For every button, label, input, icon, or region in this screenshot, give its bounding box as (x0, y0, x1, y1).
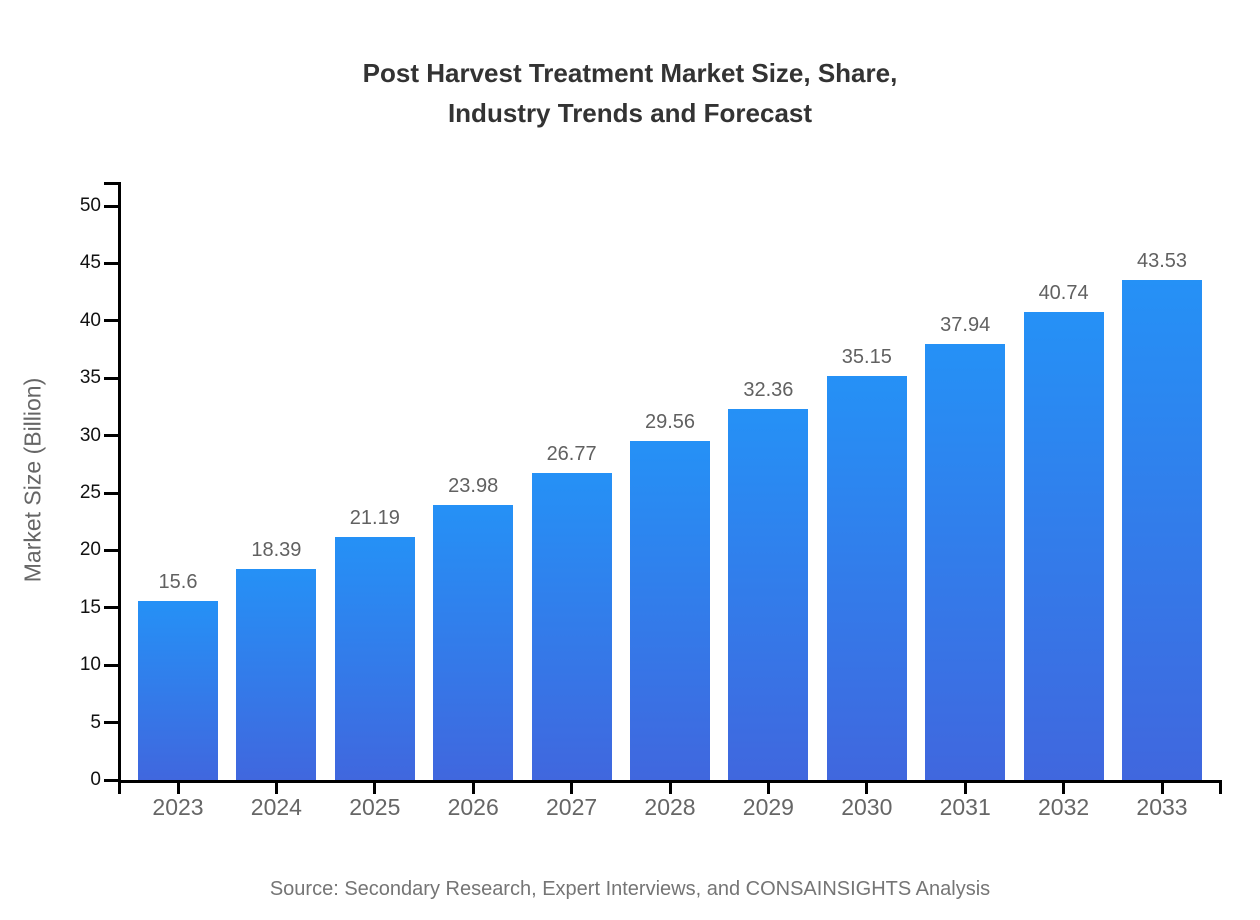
bar-2023 (138, 600, 218, 780)
y-axis-tick-label: 0 (90, 769, 101, 790)
x-axis-tick-label: 2026 (447, 794, 499, 820)
y-axis-tick (104, 204, 118, 208)
y-axis-top-cap (104, 182, 118, 185)
x-axis-tick-label: 2031 (939, 794, 991, 820)
bar-value-label: 21.19 (349, 506, 400, 529)
bar-value-label: 18.39 (251, 538, 302, 561)
bar-value-label: 40.74 (1038, 282, 1089, 305)
x-axis-tick-label: 2032 (1038, 794, 1090, 820)
x-axis-tick (471, 783, 475, 794)
plot-area: 0 5 10 15 20 25 30 35 40 45 50 15.6 2023 18.39 2024 21.… (80, 182, 1222, 820)
bar-2024 (236, 568, 317, 780)
y-axis-tick (104, 778, 118, 782)
source-note: Source: Secondary Research, Expert Inter… (269, 878, 991, 900)
bar-2027 (531, 472, 612, 780)
y-axis-tick (104, 548, 118, 552)
x-axis-tick-label: 2030 (841, 794, 893, 820)
x-axis-tick-label: 2028 (644, 794, 696, 820)
x-axis-tick (1062, 783, 1066, 794)
x-axis-tick (668, 783, 672, 794)
y-axis-tick (104, 663, 118, 667)
bar-value-label: 35.15 (841, 346, 892, 369)
x-axis-tick (570, 783, 574, 794)
x-axis-left-cap (118, 783, 121, 794)
bar-2026 (433, 504, 514, 780)
y-axis-tick (104, 606, 118, 610)
y-axis-tick-label: 35 (79, 367, 101, 389)
y-axis-tick-label: 20 (79, 539, 101, 561)
y-axis-tick (104, 434, 118, 438)
y-axis-tick-label: 45 (79, 252, 101, 274)
x-axis-tick (865, 783, 869, 794)
x-axis-tick-label: 2033 (1136, 794, 1188, 820)
bar-2028 (630, 440, 710, 780)
chart-title-line-1: Post Harvest Treatment Market Size, Shar… (362, 58, 898, 88)
y-axis-tick-label: 10 (79, 654, 101, 676)
y-axis-tick (104, 376, 118, 380)
bar-2029 (728, 408, 809, 780)
y-axis-tick-label: 40 (79, 309, 101, 331)
y-axis-tick-label: 50 (79, 195, 101, 216)
y-axis-tick (104, 261, 118, 265)
bar-2033 (1122, 280, 1202, 780)
y-axis-tick-label: 15 (79, 596, 101, 618)
x-axis-tick-label: 2029 (742, 794, 794, 820)
x-axis-tick-label: 2023 (152, 794, 204, 820)
bar-2030 (826, 376, 907, 780)
x-axis-tick (963, 783, 967, 794)
bar-2025 (334, 536, 415, 780)
bar-value-label: 15.6 (158, 570, 198, 593)
x-axis-tick (373, 783, 377, 794)
x-axis-tick (274, 783, 278, 794)
bar-value-label: 37.94 (940, 314, 991, 337)
chart-title: Post Harvest Treatment Market Size, Shar… (0, 53, 1260, 133)
chart-title-line-2: Industry Trends and Forecast (447, 98, 813, 128)
x-axis-tick-label: 2027 (546, 794, 598, 820)
x-axis-tick-label: 2025 (349, 794, 401, 820)
y-axis-tick-label: 5 (90, 711, 101, 733)
x-axis-tick (176, 783, 180, 794)
bar-value-label: 43.53 (1136, 250, 1188, 273)
y-axis-tick-label: 25 (79, 482, 101, 503)
x-axis-right-cap (1219, 783, 1222, 794)
y-axis-tick (104, 721, 118, 725)
y-axis-tick (104, 319, 118, 323)
y-axis-tick (104, 491, 118, 495)
x-axis-tick-label: 2024 (250, 794, 302, 820)
bar-value-label: 23.98 (448, 474, 499, 497)
bar-value-label: 32.36 (743, 378, 794, 401)
y-axis-tick-label: 30 (79, 424, 101, 446)
x-axis-tick (766, 783, 770, 794)
bar-value-label: 29.56 (644, 410, 696, 433)
x-axis-tick (1160, 783, 1164, 794)
bar-2031 (925, 344, 1006, 780)
bar-2032 (1023, 312, 1104, 780)
bar-value-label: 26.77 (546, 442, 597, 465)
